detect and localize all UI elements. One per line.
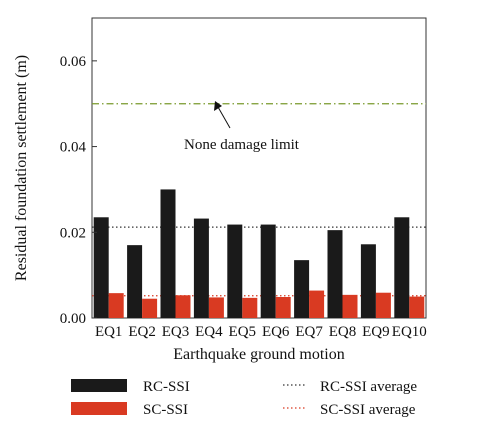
bar-rc-ssi-eq4: [193, 218, 209, 318]
bar-sc-ssi-eq4: [208, 297, 224, 318]
x-tick-label: EQ5: [229, 324, 257, 340]
y-axis-label: Residual foundation settlement (m): [13, 55, 30, 281]
bar-sc-ssi-eq1: [108, 293, 124, 318]
x-tick-label: EQ3: [162, 324, 190, 340]
legend-label-sc-avg: SC-SSI average: [320, 402, 416, 418]
bar-sc-ssi-eq9: [375, 292, 391, 318]
bar-rc-ssi-eq9: [360, 244, 376, 318]
bar-sc-ssi-eq5: [242, 297, 258, 318]
x-tick-label: EQ1: [95, 324, 123, 340]
bar-sc-ssi-eq10: [409, 296, 425, 318]
x-axis-label: Earthquake ground motion: [173, 346, 345, 363]
legend-label-rc-avg: RC-SSI average: [320, 379, 417, 395]
bar-rc-ssi-eq5: [227, 224, 243, 318]
y-axis-ticks: 0.00 0.02 0.04 0.06: [60, 54, 97, 327]
x-tick-label: EQ9: [362, 324, 390, 340]
y-tick-label: 0.00: [60, 311, 86, 327]
y-tick-label: 0.02: [60, 225, 86, 241]
x-tick-label: EQ10: [392, 324, 427, 340]
bar-rc-ssi-eq2: [127, 245, 143, 318]
reference-lines: [92, 103, 426, 297]
bar-rc-ssi-eq6: [260, 224, 276, 318]
bar-sc-ssi-eq3: [175, 295, 191, 318]
bar-sc-ssi-eq8: [342, 294, 358, 318]
bar-sc-ssi-eq6: [275, 297, 291, 318]
legend-swatch-sc-ssi: [71, 402, 127, 415]
x-tick-label: EQ4: [195, 324, 223, 340]
plot-area-frame: [91, 17, 427, 319]
bar-sc-ssi-eq7: [309, 290, 325, 318]
legend-swatch-rc-ssi: [71, 379, 127, 392]
annotation-arrow-head: [214, 101, 222, 111]
y-tick-label: 0.06: [60, 54, 87, 70]
x-tick-label: EQ7: [295, 324, 323, 340]
legend-label-rc-ssi: RC-SSI: [143, 379, 190, 395]
bars: [93, 189, 425, 318]
x-tick-label: EQ8: [329, 324, 357, 340]
bar-rc-ssi-eq8: [327, 230, 343, 318]
legend: RC-SSI SC-SSI RC-SSI average SC-SSI aver…: [71, 379, 417, 418]
bar-rc-ssi-eq7: [294, 260, 310, 318]
x-tick-label: EQ6: [262, 324, 290, 340]
x-axis-ticks: EQ1 EQ2 EQ3 EQ4 EQ5 EQ6 EQ7 EQ8 EQ9 EQ10: [95, 324, 427, 340]
y-tick-label: 0.04: [60, 140, 87, 156]
annotation: None damage limit: [184, 101, 300, 153]
annotation-arrow-line: [217, 106, 231, 129]
bar-sc-ssi-eq2: [142, 298, 158, 318]
bar-rc-ssi-eq3: [160, 189, 176, 318]
bar-rc-ssi-eq10: [394, 217, 410, 318]
bar-rc-ssi-eq1: [93, 217, 109, 318]
annotation-text: None damage limit: [184, 137, 300, 153]
x-tick-label: EQ2: [128, 324, 156, 340]
legend-label-sc-ssi: SC-SSI: [143, 402, 188, 418]
